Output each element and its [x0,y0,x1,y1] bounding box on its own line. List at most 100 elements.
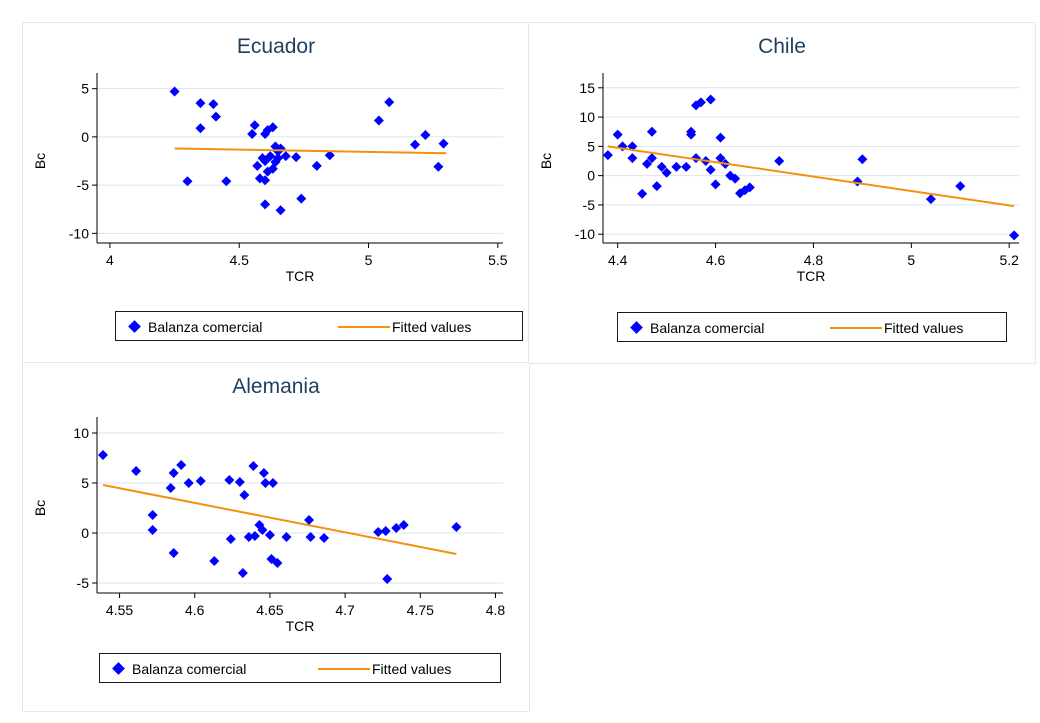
data-point [311,160,322,171]
data-point [165,483,176,493]
data-point [260,199,271,210]
data-point [257,525,268,535]
legend-alemania: Balanza comercial Fitted values [99,653,501,683]
fitted-line [102,484,457,555]
data-point [391,523,402,533]
data-point [715,153,726,164]
x-tick-label: 5 [365,252,373,268]
data-point [661,167,672,178]
data-point [209,556,220,566]
data-point [182,176,193,187]
data-point [267,122,278,133]
data-point [380,526,391,536]
data-point [168,548,179,558]
data-point [438,138,449,149]
data-point [247,128,258,139]
chart-ecuador: 5 0 -5 -10 4 4.5 5 5.5 TCR Bc [32,73,508,284]
fitted-line [174,147,447,155]
data-point [324,150,335,161]
data-point [147,510,158,520]
legend-label-fitted: Fitted values [372,661,452,677]
data-point [686,126,697,137]
data-point [651,181,662,192]
x-tick-label: 5.5 [488,252,508,268]
data-point [382,574,393,584]
data-point [715,132,726,143]
x-tick-label: 4.6 [706,252,726,268]
fitted-line [607,145,1015,208]
data-point [224,475,235,485]
x-tick-label: 4.5 [229,252,249,268]
y-tick-label: 0 [81,129,89,145]
data-point [234,477,245,487]
data-point [169,86,180,97]
data-point [612,129,623,140]
y-axis-label: Bc [32,153,48,169]
panel-alemania: 10 5 0 -5 4.55 4.6 4.65 4.7 4.75 4.8 TCR Bc Alemani… [22,362,530,712]
x-tick-label: 4.6 [185,602,205,618]
data-point [210,111,221,122]
data-point [602,150,613,161]
data-point [710,179,721,190]
data-point [398,520,409,530]
y-axis-label: Bc [32,500,48,516]
data-point [248,461,259,471]
data-point [433,161,444,172]
data-point [249,531,260,541]
x-tick-label: 4.8 [486,602,506,618]
legend-line-icon [318,668,370,670]
data-point [705,164,716,175]
legend-marker-icon [112,662,125,675]
data-point [239,490,250,500]
panel-ecuador: 5 0 -5 -10 4 4.5 5 5.5 TCR Bc Ecuador Balanza com… [22,22,530,364]
data-point [131,466,142,476]
data-point [646,126,657,137]
data-point [208,99,219,110]
data-point [273,153,284,164]
x-tick-label: 4.8 [804,252,824,268]
legend-label-fitted: Fitted values [392,319,472,335]
data-point [262,125,273,136]
data-point [249,120,260,131]
data-point [267,478,278,488]
data-point [260,478,271,488]
data-point [304,515,315,525]
data-point [671,161,682,172]
legend-chile: Balanza comercial Fitted values [617,312,1007,342]
legend-label-balanza: Balanza comercial [132,661,247,677]
data-point [275,205,286,216]
y-tick-label: -10 [69,225,89,241]
data-point [225,534,236,544]
x-axis-label: TCR [286,618,315,634]
y-tick-label: -5 [77,575,90,591]
legend-marker-icon [128,320,141,333]
y-tick-label: 0 [587,168,595,184]
data-point [260,175,271,186]
y-tick-label: 5 [587,138,595,154]
data-point [420,129,431,140]
data-point [730,173,741,184]
data-point [656,161,667,172]
data-point [195,123,206,134]
data-point [410,139,421,150]
data-point [451,522,462,532]
y-tick-label: 5 [81,81,89,97]
chart-chile: 15 10 5 0 -5 -10 4.4 4.6 4.8 5 5.2 TCR Bc [538,73,1020,284]
data-point [1009,230,1020,241]
data-point [258,468,269,478]
data-point [221,176,232,187]
data-point [925,194,936,205]
data-point [739,185,750,196]
data-point [373,115,384,126]
data-point [195,476,206,486]
data-point [281,532,292,542]
data-point [627,141,638,152]
data-point [291,152,302,163]
x-axis-label: TCR [286,268,315,284]
chart-title-alemania: Alemania [232,375,320,398]
y-tick-label: 15 [579,80,595,96]
y-tick-label: 5 [81,475,89,491]
data-point [272,558,283,568]
data-point [265,151,276,162]
legend-ecuador: Balanza comercial Fitted values [115,311,523,341]
